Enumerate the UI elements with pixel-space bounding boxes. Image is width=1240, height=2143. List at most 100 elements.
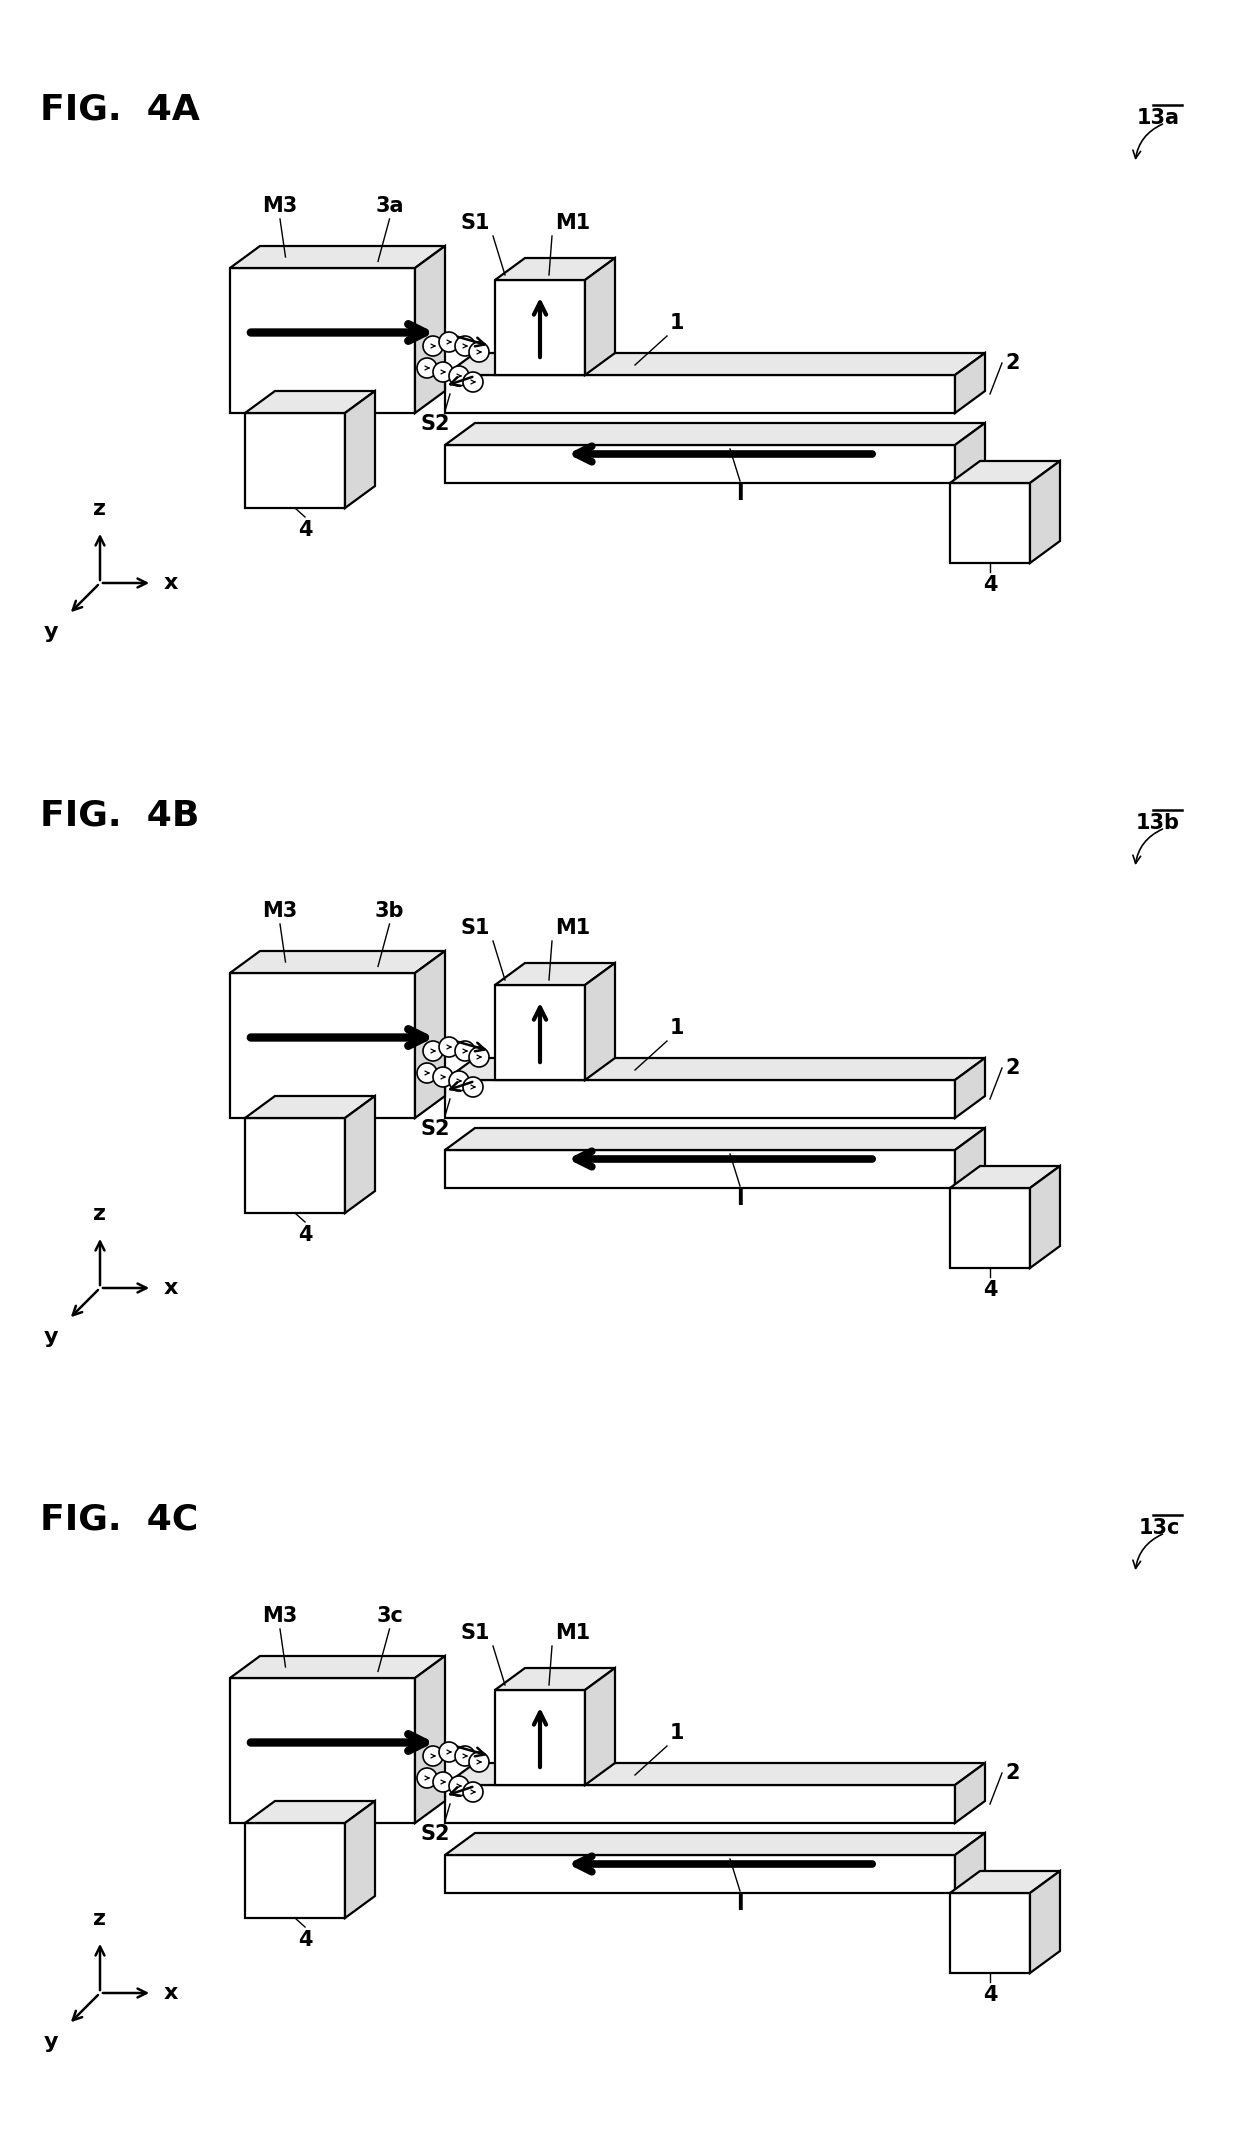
Text: M3: M3 (263, 1605, 298, 1627)
Text: M1: M1 (556, 1622, 590, 1644)
Polygon shape (955, 354, 985, 414)
Text: 4: 4 (983, 574, 997, 596)
Text: 1: 1 (670, 1018, 684, 1037)
Polygon shape (1030, 1871, 1060, 1974)
Circle shape (433, 362, 453, 381)
Text: I: I (737, 484, 744, 504)
Text: 13b: 13b (1136, 812, 1180, 834)
Polygon shape (955, 1059, 985, 1119)
Polygon shape (445, 422, 985, 446)
Polygon shape (950, 482, 1030, 564)
Polygon shape (246, 1119, 345, 1213)
Circle shape (417, 358, 436, 377)
Text: 3a: 3a (376, 195, 404, 216)
Circle shape (469, 1753, 489, 1772)
Text: FIG.  4B: FIG. 4B (40, 797, 200, 831)
Polygon shape (229, 1678, 415, 1824)
Circle shape (417, 1768, 436, 1787)
Polygon shape (950, 1187, 1030, 1269)
Polygon shape (1030, 1166, 1060, 1269)
Polygon shape (246, 390, 374, 414)
Circle shape (423, 336, 443, 356)
Circle shape (423, 1747, 443, 1766)
Polygon shape (950, 1166, 1060, 1187)
Polygon shape (229, 268, 415, 414)
Polygon shape (345, 1095, 374, 1213)
Circle shape (455, 336, 475, 356)
Polygon shape (950, 461, 1060, 482)
Text: 4: 4 (983, 1984, 997, 2006)
Polygon shape (445, 1856, 955, 1892)
Polygon shape (955, 422, 985, 482)
Polygon shape (246, 1095, 374, 1119)
Polygon shape (1030, 461, 1060, 564)
Text: y: y (43, 621, 58, 641)
Polygon shape (345, 390, 374, 508)
Text: I: I (737, 1894, 744, 1914)
Polygon shape (955, 1127, 985, 1187)
Text: M1: M1 (556, 212, 590, 234)
Text: 2: 2 (1004, 354, 1019, 373)
Circle shape (449, 1072, 469, 1091)
Text: 13a: 13a (1137, 107, 1180, 129)
Text: 13c: 13c (1138, 1517, 1180, 1539)
Polygon shape (495, 257, 615, 281)
Text: 2: 2 (1004, 1059, 1019, 1078)
Text: 3c: 3c (376, 1605, 403, 1627)
Polygon shape (445, 354, 985, 375)
Text: M3: M3 (263, 195, 298, 216)
Polygon shape (445, 1127, 985, 1151)
Circle shape (469, 343, 489, 362)
Text: 1: 1 (670, 313, 684, 332)
Text: S1: S1 (460, 212, 490, 234)
Circle shape (439, 1037, 459, 1056)
Circle shape (463, 1078, 484, 1097)
Polygon shape (495, 1691, 585, 1785)
Polygon shape (445, 446, 955, 482)
Circle shape (469, 1048, 489, 1067)
Circle shape (463, 1783, 484, 1802)
Circle shape (417, 1063, 436, 1082)
Polygon shape (445, 1059, 985, 1080)
Polygon shape (415, 246, 445, 414)
Polygon shape (495, 962, 615, 986)
Text: S1: S1 (460, 917, 490, 939)
Polygon shape (445, 1785, 955, 1824)
Text: S2: S2 (420, 414, 450, 435)
Polygon shape (445, 1151, 955, 1187)
Polygon shape (246, 1800, 374, 1824)
Text: x: x (164, 1277, 179, 1299)
Circle shape (433, 1772, 453, 1792)
Polygon shape (246, 414, 345, 508)
Polygon shape (445, 1080, 955, 1119)
Text: I: I (737, 1189, 744, 1209)
Polygon shape (345, 1800, 374, 1918)
Polygon shape (950, 1871, 1060, 1892)
Polygon shape (229, 246, 445, 268)
Polygon shape (415, 951, 445, 1119)
Text: FIG.  4C: FIG. 4C (40, 1502, 198, 1537)
Polygon shape (445, 1832, 985, 1856)
Text: x: x (164, 1982, 179, 2004)
Polygon shape (495, 986, 585, 1080)
Text: 4: 4 (298, 1931, 312, 1950)
Text: y: y (43, 2032, 58, 2051)
Text: 4: 4 (298, 1226, 312, 1245)
Text: 4: 4 (983, 1279, 997, 1301)
Polygon shape (445, 1764, 985, 1785)
Circle shape (439, 332, 459, 351)
Text: 4: 4 (298, 521, 312, 540)
Text: FIG.  4A: FIG. 4A (40, 92, 200, 126)
Circle shape (463, 373, 484, 392)
Text: M1: M1 (556, 917, 590, 939)
Text: x: x (164, 572, 179, 594)
Text: z: z (93, 1909, 107, 1929)
Text: S1: S1 (460, 1622, 490, 1644)
Circle shape (439, 1742, 459, 1762)
Text: S2: S2 (420, 1824, 450, 1843)
Polygon shape (585, 1667, 615, 1785)
Polygon shape (495, 281, 585, 375)
Text: 3b: 3b (374, 900, 404, 921)
Polygon shape (229, 1657, 445, 1678)
Polygon shape (495, 1667, 615, 1691)
